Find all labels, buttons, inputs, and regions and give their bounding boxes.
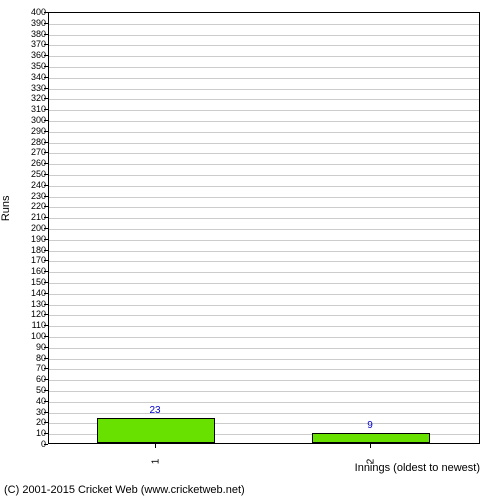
- grid-line: [49, 283, 479, 284]
- y-tick-label: 230: [24, 191, 46, 201]
- y-tick-label: 330: [24, 83, 46, 93]
- bar-value-label: 23: [149, 405, 160, 416]
- y-tick-label: 100: [24, 331, 46, 341]
- grid-line: [49, 207, 479, 208]
- y-tick-label: 120: [24, 309, 46, 319]
- y-tick-label: 400: [24, 7, 46, 17]
- y-tick-label: 90: [24, 342, 46, 352]
- y-tick-label: 390: [24, 18, 46, 28]
- y-tick-label: 150: [24, 277, 46, 287]
- y-tick-label: 20: [24, 417, 46, 427]
- y-tick-label: 260: [24, 158, 46, 168]
- grid-line: [49, 67, 479, 68]
- y-tick-label: 240: [24, 180, 46, 190]
- grid-line: [49, 143, 479, 144]
- grid-line: [49, 240, 479, 241]
- x-tick-mark: [370, 444, 371, 448]
- grid-line: [49, 272, 479, 273]
- y-tick-label: 110: [24, 320, 46, 330]
- grid-line: [49, 413, 479, 414]
- y-axis-label: Runs: [0, 195, 12, 221]
- y-tick-label: 200: [24, 223, 46, 233]
- grid-line: [49, 175, 479, 176]
- y-tick-label: 180: [24, 245, 46, 255]
- y-tick-label: 30: [24, 407, 46, 417]
- y-tick-label: 60: [24, 374, 46, 384]
- grid-line: [49, 78, 479, 79]
- y-tick-label: 290: [24, 126, 46, 136]
- grid-line: [49, 24, 479, 25]
- grid-line: [49, 380, 479, 381]
- x-tick-label: 1: [150, 459, 161, 465]
- y-tick-label: 360: [24, 50, 46, 60]
- x-tick-label: 2: [365, 459, 376, 465]
- grid-line: [49, 402, 479, 403]
- bar: [97, 418, 215, 443]
- y-tick-label: 130: [24, 299, 46, 309]
- grid-line: [49, 186, 479, 187]
- y-tick-label: 300: [24, 115, 46, 125]
- y-tick-label: 210: [24, 212, 46, 222]
- y-tick-label: 70: [24, 363, 46, 373]
- y-tick-label: 320: [24, 93, 46, 103]
- y-tick-label: 170: [24, 255, 46, 265]
- grid-line: [49, 261, 479, 262]
- grid-line: [49, 56, 479, 57]
- y-tick-label: 50: [24, 385, 46, 395]
- grid-line: [49, 153, 479, 154]
- y-tick-label: 140: [24, 288, 46, 298]
- y-tick-label: 80: [24, 353, 46, 363]
- y-tick-label: 0: [24, 439, 46, 449]
- chart-plot-area: [48, 12, 480, 444]
- grid-line: [49, 35, 479, 36]
- y-tick-label: 270: [24, 147, 46, 157]
- y-tick-label: 160: [24, 266, 46, 276]
- y-tick-label: 370: [24, 39, 46, 49]
- grid-line: [49, 164, 479, 165]
- grid-line: [49, 337, 479, 338]
- grid-line: [49, 121, 479, 122]
- grid-line: [49, 305, 479, 306]
- y-tick-label: 310: [24, 104, 46, 114]
- y-tick-label: 280: [24, 137, 46, 147]
- x-tick-mark: [155, 444, 156, 448]
- grid-line: [49, 218, 479, 219]
- grid-line: [49, 359, 479, 360]
- grid-line: [49, 45, 479, 46]
- grid-line: [49, 294, 479, 295]
- y-tick-label: 340: [24, 72, 46, 82]
- y-tick-label: 10: [24, 428, 46, 438]
- y-tick-label: 380: [24, 29, 46, 39]
- y-tick-label: 350: [24, 61, 46, 71]
- grid-line: [49, 197, 479, 198]
- grid-line: [49, 251, 479, 252]
- y-tick-label: 40: [24, 396, 46, 406]
- grid-line: [49, 110, 479, 111]
- grid-line: [49, 391, 479, 392]
- grid-line: [49, 348, 479, 349]
- y-tick-label: 250: [24, 169, 46, 179]
- grid-line: [49, 315, 479, 316]
- grid-line: [49, 369, 479, 370]
- bar-value-label: 9: [367, 420, 373, 431]
- grid-line: [49, 229, 479, 230]
- grid-line: [49, 99, 479, 100]
- copyright-text: (C) 2001-2015 Cricket Web (www.cricketwe…: [4, 484, 245, 496]
- y-tick-label: 190: [24, 234, 46, 244]
- y-tick-label: 220: [24, 201, 46, 211]
- grid-line: [49, 132, 479, 133]
- grid-line: [49, 326, 479, 327]
- grid-line: [49, 89, 479, 90]
- bar: [312, 433, 430, 443]
